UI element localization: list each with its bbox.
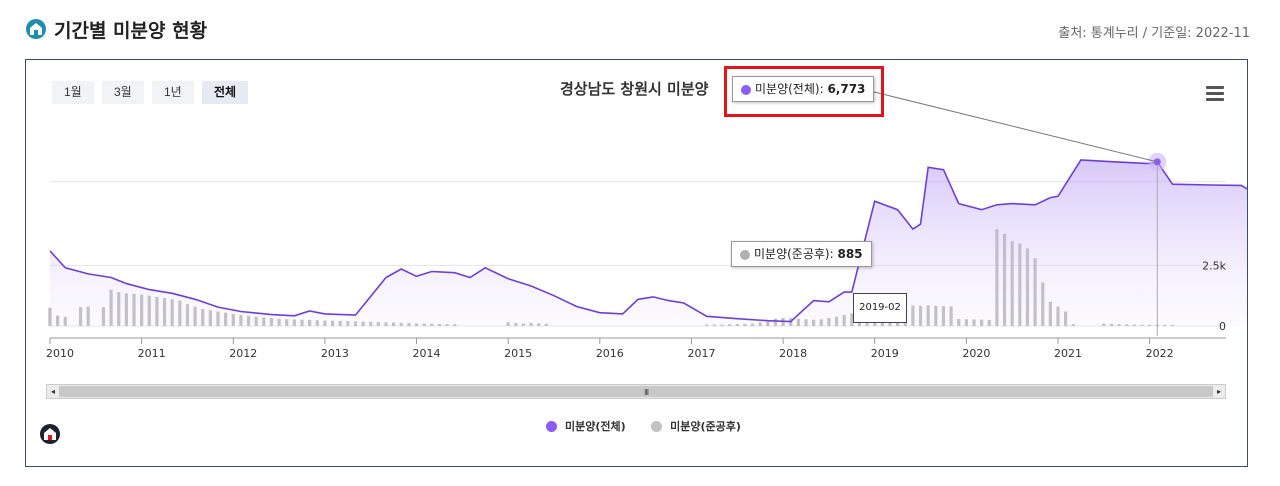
- tooltip-date-flag: 2019-02: [853, 293, 907, 323]
- x-tick-label: 2021: [1054, 347, 1082, 360]
- area-total: [50, 160, 1247, 326]
- tooltip-connector: [865, 89, 1158, 163]
- scroll-right-arrow-icon[interactable]: ▸: [1213, 385, 1225, 398]
- source-text: 출처: 통계누리 / 기준일: 2022-11: [1058, 26, 1250, 41]
- scrollbar-grip-icon: III: [644, 388, 649, 397]
- legend-total-dot-icon: [546, 420, 557, 432]
- scrollbar-thumb[interactable]: III: [59, 386, 1213, 397]
- range-button-3m[interactable]: 3월: [102, 81, 144, 104]
- x-tick-label: 2017: [687, 347, 715, 360]
- tooltip-highlight-box: [724, 66, 884, 117]
- chart-title: 경상남도 창원시 미분양: [560, 80, 709, 98]
- line-total: [49, 159, 1247, 323]
- x-tick-label: 2022: [1146, 347, 1174, 360]
- y-tick-label: 0: [1219, 320, 1226, 333]
- range-button-1m[interactable]: 1월: [52, 81, 94, 104]
- x-tick-label: 2013: [321, 347, 349, 360]
- x-tick-label: 2020: [962, 347, 990, 360]
- total-dot-icon: [741, 84, 751, 95]
- home-icon[interactable]: [26, 19, 46, 39]
- range-button-1y[interactable]: 1년: [152, 81, 194, 104]
- page-header: 기간별 미분양 현황 출처: 통계누리 / 기준일: 2022-11: [26, 14, 1250, 48]
- chart-legend: 미분양(전체) 미분양(준공후): [546, 418, 763, 434]
- legend-completed-dot-icon: [651, 420, 663, 432]
- tooltip-completed-label: 미분양(준공후):: [754, 247, 834, 261]
- legend-completed-label: 미분양(준공후): [670, 420, 741, 433]
- tooltip-total-label: 미분양(전체):: [755, 82, 824, 96]
- x-tick-label: 2010: [46, 347, 74, 360]
- chart-plot: 2010 2011 2012 2013 2014 2015 2016 2017 2018 2019…: [46, 89, 1247, 360]
- legend-item-total[interactable]: 미분양(전체): [546, 418, 626, 434]
- x-tick-label: 2015: [504, 347, 532, 360]
- tooltip-completed-value: 885: [837, 247, 863, 261]
- tooltip-total: 미분양(전체): 6,773: [732, 76, 875, 102]
- site-logo-icon: [40, 424, 60, 444]
- scroll-left-arrow-icon[interactable]: ◂: [47, 385, 59, 398]
- chart-panel: 1월 3월 1년 전체 경상남도 창원시 미분양 2010 2011 2012 201…: [25, 59, 1248, 467]
- x-tick-label: 2018: [779, 347, 807, 360]
- x-tick-label: 2016: [596, 347, 624, 360]
- menu-icon[interactable]: [1206, 86, 1224, 101]
- x-tick-label: 2011: [138, 347, 166, 360]
- legend-total-label: 미분양(전체): [565, 420, 626, 433]
- y-tick-label: 2.5k: [1202, 259, 1226, 272]
- legend-item-completed[interactable]: 미분양(준공후): [651, 418, 741, 434]
- tooltip-total-value: 6,773: [827, 82, 866, 96]
- tooltip-completed: 미분양(준공후): 885: [731, 241, 872, 267]
- page-title: 기간별 미분양 현황: [54, 20, 208, 42]
- x-tick-label: 2019: [871, 347, 899, 360]
- x-tick-label: 2012: [229, 347, 257, 360]
- range-button-all[interactable]: 전체: [202, 81, 249, 104]
- completed-dot-icon: [740, 249, 750, 260]
- x-tick-label: 2014: [413, 347, 441, 360]
- range-scrollbar[interactable]: ◂ III ▸: [46, 384, 1226, 399]
